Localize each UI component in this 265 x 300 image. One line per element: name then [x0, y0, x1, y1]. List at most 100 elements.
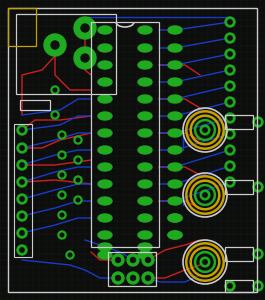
Ellipse shape: [138, 78, 152, 86]
Ellipse shape: [98, 44, 112, 52]
Circle shape: [17, 245, 27, 255]
Ellipse shape: [168, 112, 182, 120]
Circle shape: [228, 36, 232, 40]
Ellipse shape: [168, 129, 182, 137]
Bar: [225, 247, 253, 261]
Ellipse shape: [98, 61, 112, 69]
Circle shape: [256, 252, 260, 256]
Circle shape: [225, 145, 235, 155]
Bar: [108, 252, 156, 286]
Circle shape: [58, 151, 66, 159]
Ellipse shape: [168, 214, 182, 222]
Circle shape: [253, 249, 263, 259]
Circle shape: [225, 33, 235, 43]
Bar: [225, 280, 253, 292]
Circle shape: [58, 191, 66, 199]
Circle shape: [74, 176, 82, 184]
Ellipse shape: [98, 95, 112, 103]
Circle shape: [228, 84, 232, 88]
Circle shape: [20, 146, 24, 150]
Bar: [91, 22, 159, 247]
Circle shape: [44, 34, 66, 56]
Bar: [14, 124, 32, 257]
Ellipse shape: [138, 129, 152, 137]
Ellipse shape: [138, 197, 152, 205]
Circle shape: [130, 257, 135, 262]
Circle shape: [76, 138, 80, 142]
Circle shape: [228, 180, 232, 184]
Ellipse shape: [138, 95, 152, 103]
Circle shape: [76, 158, 80, 162]
Ellipse shape: [98, 163, 112, 171]
Circle shape: [112, 254, 124, 266]
Circle shape: [228, 148, 232, 152]
Ellipse shape: [168, 78, 182, 86]
Ellipse shape: [138, 26, 152, 34]
Circle shape: [20, 163, 24, 167]
Circle shape: [225, 49, 235, 59]
Ellipse shape: [138, 251, 152, 259]
Circle shape: [145, 257, 151, 262]
Circle shape: [81, 54, 89, 62]
Ellipse shape: [138, 61, 152, 69]
Circle shape: [225, 97, 235, 107]
Circle shape: [253, 281, 263, 291]
Ellipse shape: [98, 146, 112, 154]
Circle shape: [256, 120, 260, 124]
Ellipse shape: [168, 214, 182, 222]
Circle shape: [253, 117, 263, 127]
Circle shape: [142, 254, 154, 266]
Circle shape: [225, 161, 235, 171]
Circle shape: [145, 275, 151, 281]
Circle shape: [203, 128, 207, 132]
Circle shape: [74, 136, 82, 144]
Circle shape: [228, 164, 232, 168]
Circle shape: [142, 272, 154, 284]
Ellipse shape: [168, 231, 182, 239]
Circle shape: [225, 113, 235, 123]
Circle shape: [116, 257, 121, 262]
Circle shape: [228, 100, 232, 104]
Circle shape: [74, 156, 82, 164]
Circle shape: [112, 272, 124, 284]
Circle shape: [228, 52, 232, 56]
Ellipse shape: [168, 26, 182, 34]
Circle shape: [60, 173, 64, 177]
Circle shape: [20, 248, 24, 252]
Circle shape: [256, 284, 260, 288]
Ellipse shape: [138, 214, 152, 222]
Bar: [225, 180, 253, 194]
Ellipse shape: [98, 243, 112, 251]
Circle shape: [225, 129, 235, 139]
Bar: [20, 100, 50, 110]
Circle shape: [116, 275, 121, 281]
Circle shape: [200, 190, 210, 200]
Circle shape: [17, 125, 27, 135]
Circle shape: [225, 17, 235, 27]
Circle shape: [17, 160, 27, 170]
Ellipse shape: [138, 163, 152, 171]
Circle shape: [58, 131, 66, 139]
Circle shape: [74, 17, 96, 39]
Circle shape: [228, 284, 232, 288]
Circle shape: [253, 182, 263, 192]
Circle shape: [20, 197, 24, 201]
Ellipse shape: [168, 231, 182, 239]
Circle shape: [51, 111, 59, 119]
Bar: [225, 115, 253, 129]
Circle shape: [17, 177, 27, 187]
Ellipse shape: [168, 146, 182, 154]
Ellipse shape: [98, 197, 112, 205]
Circle shape: [20, 231, 24, 235]
Circle shape: [127, 254, 139, 266]
Circle shape: [66, 251, 74, 259]
Circle shape: [17, 228, 27, 238]
Circle shape: [200, 125, 210, 135]
Circle shape: [51, 86, 59, 94]
Ellipse shape: [138, 231, 152, 239]
Circle shape: [228, 20, 232, 24]
Ellipse shape: [138, 112, 152, 120]
Ellipse shape: [98, 112, 112, 120]
Circle shape: [127, 272, 139, 284]
Ellipse shape: [138, 243, 152, 251]
